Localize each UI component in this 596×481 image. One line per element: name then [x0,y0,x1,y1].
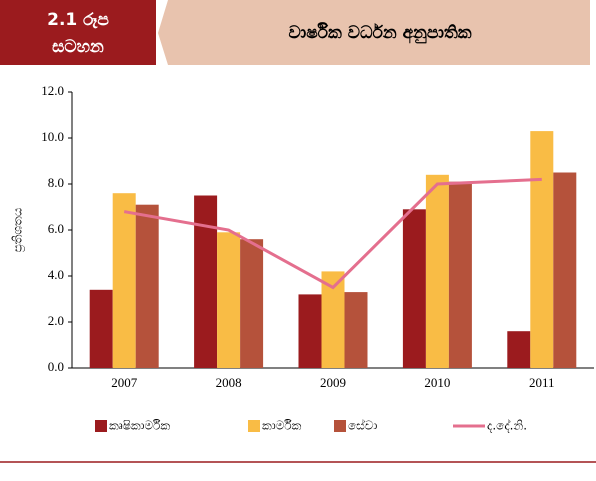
y-tick-label: 0.0 [48,359,64,374]
bar [425,174,449,368]
figure-badge [0,0,156,65]
legend-label: කෘෂිකාර්මික [109,419,170,433]
y-tick-label: 12.0 [41,83,64,98]
legend-swatch [95,420,107,432]
bar [240,239,264,368]
bar [135,204,159,368]
bar [321,271,345,368]
bar [217,232,241,368]
bar [530,131,554,368]
title-banner [158,0,590,65]
bar [344,292,368,368]
legend-label: කාර්මික [262,419,302,433]
y-tick-label: 4.0 [48,267,64,282]
y-tick-label: 10.0 [41,129,64,144]
bar [194,195,218,368]
bar [448,181,472,368]
y-tick-label: 6.0 [48,221,64,236]
x-tick-label: 2009 [320,375,346,390]
y-axis-label: ප්‍රතිශතය [11,207,26,252]
legend-swatch [248,420,260,432]
x-tick-label: 2010 [424,375,450,390]
legend-label: සේවා [348,418,377,432]
y-tick-label: 8.0 [48,175,64,190]
figure-word: සටහන [52,37,104,57]
bar [112,193,136,368]
bar [553,172,577,368]
chart-title: වාර්ෂික වර්ධන අනුපාතික [288,22,471,44]
line [123,177,542,290]
x-tick-label: 2007 [111,375,138,390]
bar [89,289,113,368]
bar [507,331,531,368]
x-tick-label: 2011 [529,375,555,390]
legend-label: ද.දේ.නි. [487,418,527,432]
legend-swatch [334,420,346,432]
x-tick-label: 2008 [216,375,242,390]
bar [402,209,426,368]
figure-number: 2.1 රූප [47,10,109,30]
bar [298,294,322,368]
y-tick-label: 2.0 [48,313,64,328]
